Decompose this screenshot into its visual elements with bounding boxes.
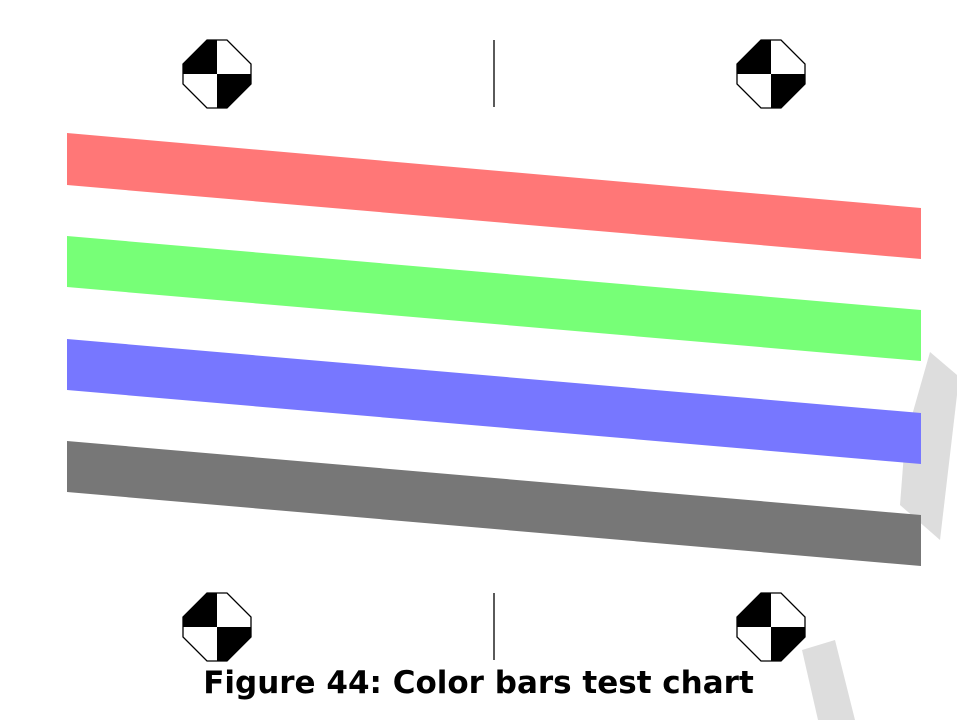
color-bar-red	[67, 133, 921, 259]
color-bar-blue	[67, 339, 921, 464]
registration-mark-bottom-right	[736, 592, 806, 662]
registration-mark-top-right	[736, 39, 806, 109]
color-bar-green	[67, 236, 921, 361]
watermark-stroke-lower	[802, 640, 855, 720]
registration-mark-bottom-left	[182, 592, 252, 662]
watermark	[802, 352, 957, 720]
registration-mark-top-left	[182, 39, 252, 109]
color-bars	[67, 133, 921, 566]
color-bar-gray	[67, 441, 921, 566]
watermark-stroke-upper	[900, 352, 957, 540]
figure-caption: Figure 44: Color bars test chart	[203, 665, 754, 701]
